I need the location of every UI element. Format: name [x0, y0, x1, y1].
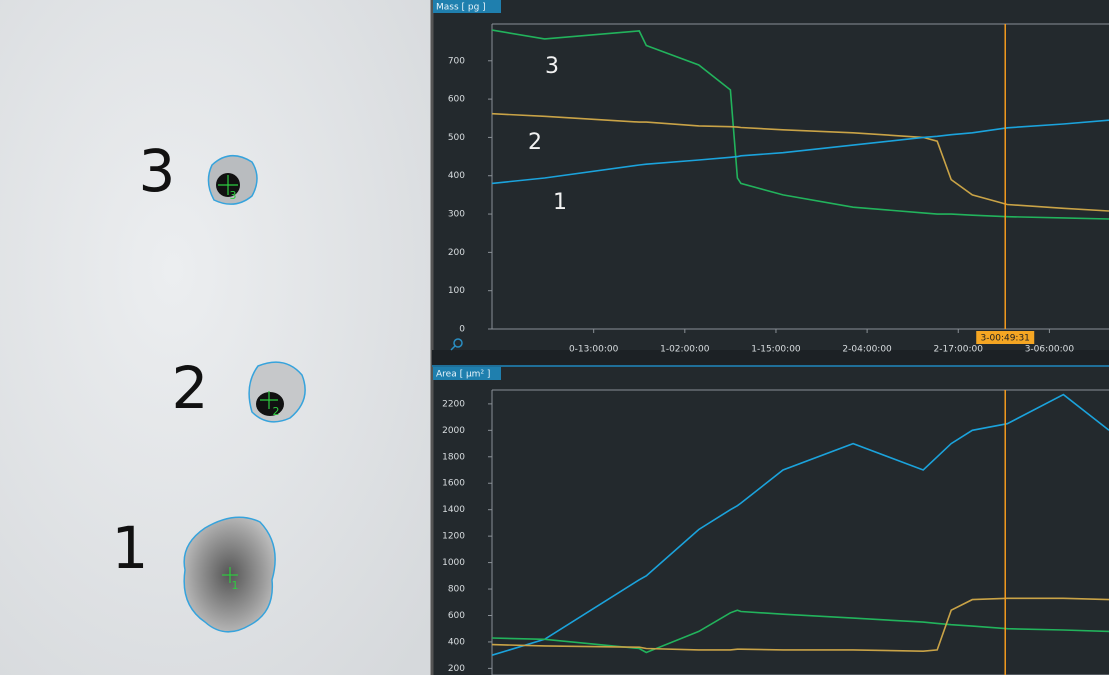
screen: 3 2 1 3 2 1 Mass [ pg ] 0 100 200 300 400 500 600 700 0… [0, 0, 1109, 675]
y-tick-label: 1200 [442, 532, 465, 542]
cell-core [256, 392, 284, 416]
y-tick-label: 300 [448, 210, 465, 220]
y-tick-label: 600 [448, 95, 465, 105]
y-tick-label: 200 [448, 248, 465, 258]
cell-label: 3 [139, 137, 176, 205]
y-tick-label: 1600 [442, 479, 465, 489]
y-tick-label: 400 [448, 171, 465, 181]
cell-marker: 1 [232, 579, 239, 592]
series-label: 1 [553, 190, 567, 215]
cell-marker: 3 [230, 189, 237, 202]
x-tick-label: 1-02:00:00 [660, 345, 710, 355]
y-tick-label: 2000 [442, 426, 465, 436]
y-tick-label: 700 [448, 56, 465, 66]
y-tick-label: 2200 [442, 399, 465, 409]
cell-label: 2 [172, 354, 209, 422]
x-tick-label: 3-06:00:00 [1025, 345, 1075, 355]
y-tick-label: 100 [448, 286, 465, 296]
y-tick-label: 600 [448, 611, 465, 621]
series-label: 2 [528, 130, 542, 155]
cell-marker: 2 [273, 405, 280, 418]
y-tick-label: 0 [459, 325, 465, 335]
cell-label: 1 [112, 514, 149, 582]
page: 3 2 1 3 2 1 Mass [ pg ] 0 100 200 300 400 500 600 700 0… [0, 0, 1109, 675]
y-axis-title: Mass [ pg ] [436, 3, 486, 13]
x-tick-label: 1-15:00:00 [751, 345, 801, 355]
y-tick-label: 1000 [442, 558, 465, 568]
x-tick-label: 0-13:00:00 [569, 345, 619, 355]
y-axis-title: Area [ µm² ] [436, 370, 490, 380]
cursor-label: 3-00:49:31 [981, 334, 1030, 344]
x-tick-label: 2-04:00:00 [842, 345, 892, 355]
series-label: 3 [545, 54, 559, 79]
y-tick-label: 400 [448, 637, 465, 647]
y-tick-label: 1400 [442, 505, 465, 515]
y-tick-label: 800 [448, 585, 465, 595]
y-tick-label: 500 [448, 133, 465, 143]
y-tick-label: 200 [448, 664, 465, 674]
x-tick-label: 2-17:00:00 [934, 345, 984, 355]
y-tick-label: 1800 [442, 452, 465, 462]
